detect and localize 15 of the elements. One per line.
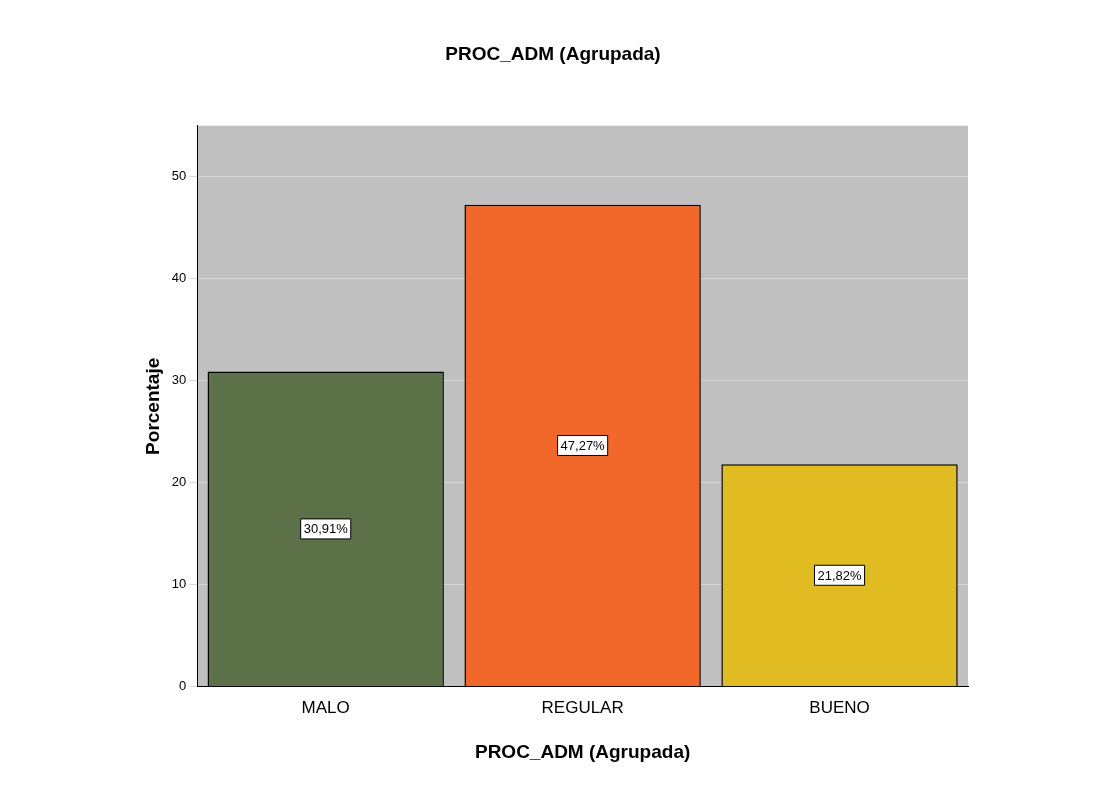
y-axis-title: Porcentaje [141,357,163,455]
x-tick-label: REGULAR [541,697,624,717]
data-label: 30,91% [303,521,349,537]
chart-title: PROC_ADM (Agrupada) [445,42,661,64]
x-tick-label: BUENO [809,697,870,717]
y-tick-label: 20 [171,474,187,490]
y-tick-label: 10 [171,576,187,592]
y-tick-label: 50 [171,168,187,184]
x-axis-title: PROC_ADM (Agrupada) [474,740,691,762]
data-label: 21,82% [817,567,863,583]
y-tick-label: 30 [171,372,187,388]
y-tick-label: 40 [171,270,187,286]
y-tick-label: 0 [179,678,187,694]
x-tick-label: MALO [301,697,350,717]
data-label: 47,27% [560,438,606,454]
